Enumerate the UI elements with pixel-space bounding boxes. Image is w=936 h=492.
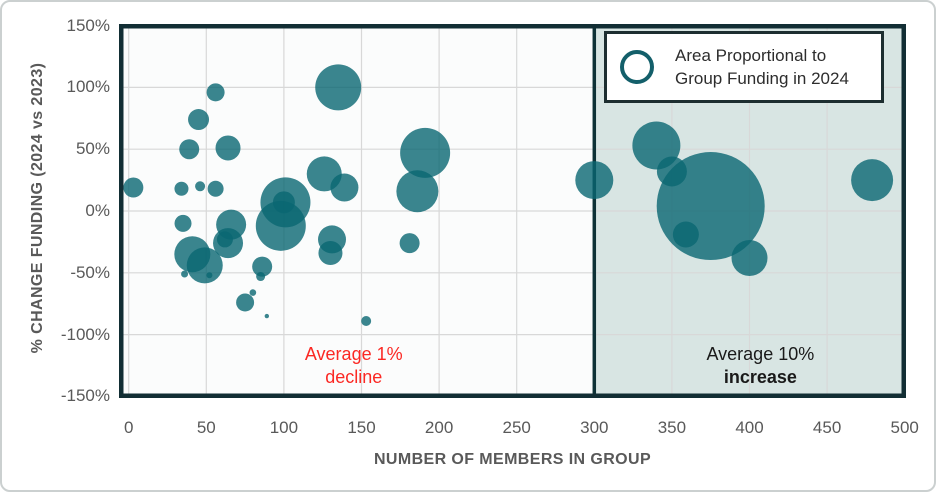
bubble <box>216 231 233 248</box>
bubble <box>315 64 362 111</box>
bubble <box>188 109 210 131</box>
bubble <box>236 293 255 312</box>
bubble <box>731 239 768 276</box>
bubble <box>264 313 270 319</box>
x-tick-label: 400 <box>735 418 764 437</box>
bubble <box>252 256 273 277</box>
plot-frame <box>119 24 906 398</box>
y-tick-label: -100% <box>60 324 110 344</box>
legend-label-line2: Group Funding in 2024 <box>675 69 849 88</box>
bubble <box>123 177 144 198</box>
bubble <box>249 289 257 296</box>
bubble <box>215 135 241 161</box>
bubble <box>400 127 451 178</box>
legend-label-line1: Area Proportional to <box>675 46 827 65</box>
x-tick-label: 150 <box>347 418 376 437</box>
bubble <box>272 191 295 214</box>
legend-box: Area Proportional to Group Funding in 20… <box>604 31 884 103</box>
y-tick-label: -150% <box>60 386 110 406</box>
bubble <box>207 180 224 197</box>
bubble <box>396 170 439 213</box>
bubble <box>179 139 200 160</box>
x-axis-title: NUMBER OF MEMBERS IN GROUP <box>373 451 652 468</box>
bubble <box>851 159 894 202</box>
bubble <box>206 83 225 102</box>
legend-label: Area Proportional to Group Funding in 20… <box>675 44 849 90</box>
bubble <box>361 316 372 327</box>
x-tick-label: 300 <box>580 418 609 437</box>
y-tick-label: 50% <box>75 139 110 159</box>
bubble <box>206 272 213 279</box>
annotation-line2: decline <box>325 366 383 387</box>
bubble <box>330 173 359 202</box>
annotation-line1: Average 1% <box>304 343 403 364</box>
bubble <box>256 272 266 282</box>
y-tick-label: 150% <box>66 15 110 35</box>
x-tick-label: 100 <box>269 418 299 437</box>
bubble <box>181 270 189 278</box>
annotation: Average 1% decline <box>305 343 403 389</box>
y-tick-label: 100% <box>66 77 110 97</box>
x-tick-label: 350 <box>657 418 687 437</box>
bubble <box>672 221 699 248</box>
bubble <box>656 156 687 187</box>
bubble <box>255 200 306 251</box>
x-tick-label: 250 <box>502 418 531 437</box>
bubble <box>575 161 614 200</box>
x-tick-label: 50 <box>196 418 216 437</box>
bubble <box>318 241 343 266</box>
legend-circle-icon <box>620 50 654 84</box>
bubble <box>195 181 206 192</box>
x-tick-label: 200 <box>424 418 454 437</box>
x-tick-label: 450 <box>812 418 842 437</box>
x-tick-label: 500 <box>890 418 919 437</box>
annotation-line2: increase <box>723 366 797 387</box>
annotation: Average 10% increase <box>706 343 814 389</box>
bubble <box>174 214 192 232</box>
bubble <box>186 247 223 284</box>
y-tick-label: -50% <box>70 262 110 282</box>
bubble <box>174 181 189 196</box>
y-tick-label: 0% <box>85 201 110 220</box>
annotation-line1: Average 10% <box>706 343 815 364</box>
bubble <box>399 233 420 254</box>
x-tick-label: 0 <box>123 418 134 437</box>
